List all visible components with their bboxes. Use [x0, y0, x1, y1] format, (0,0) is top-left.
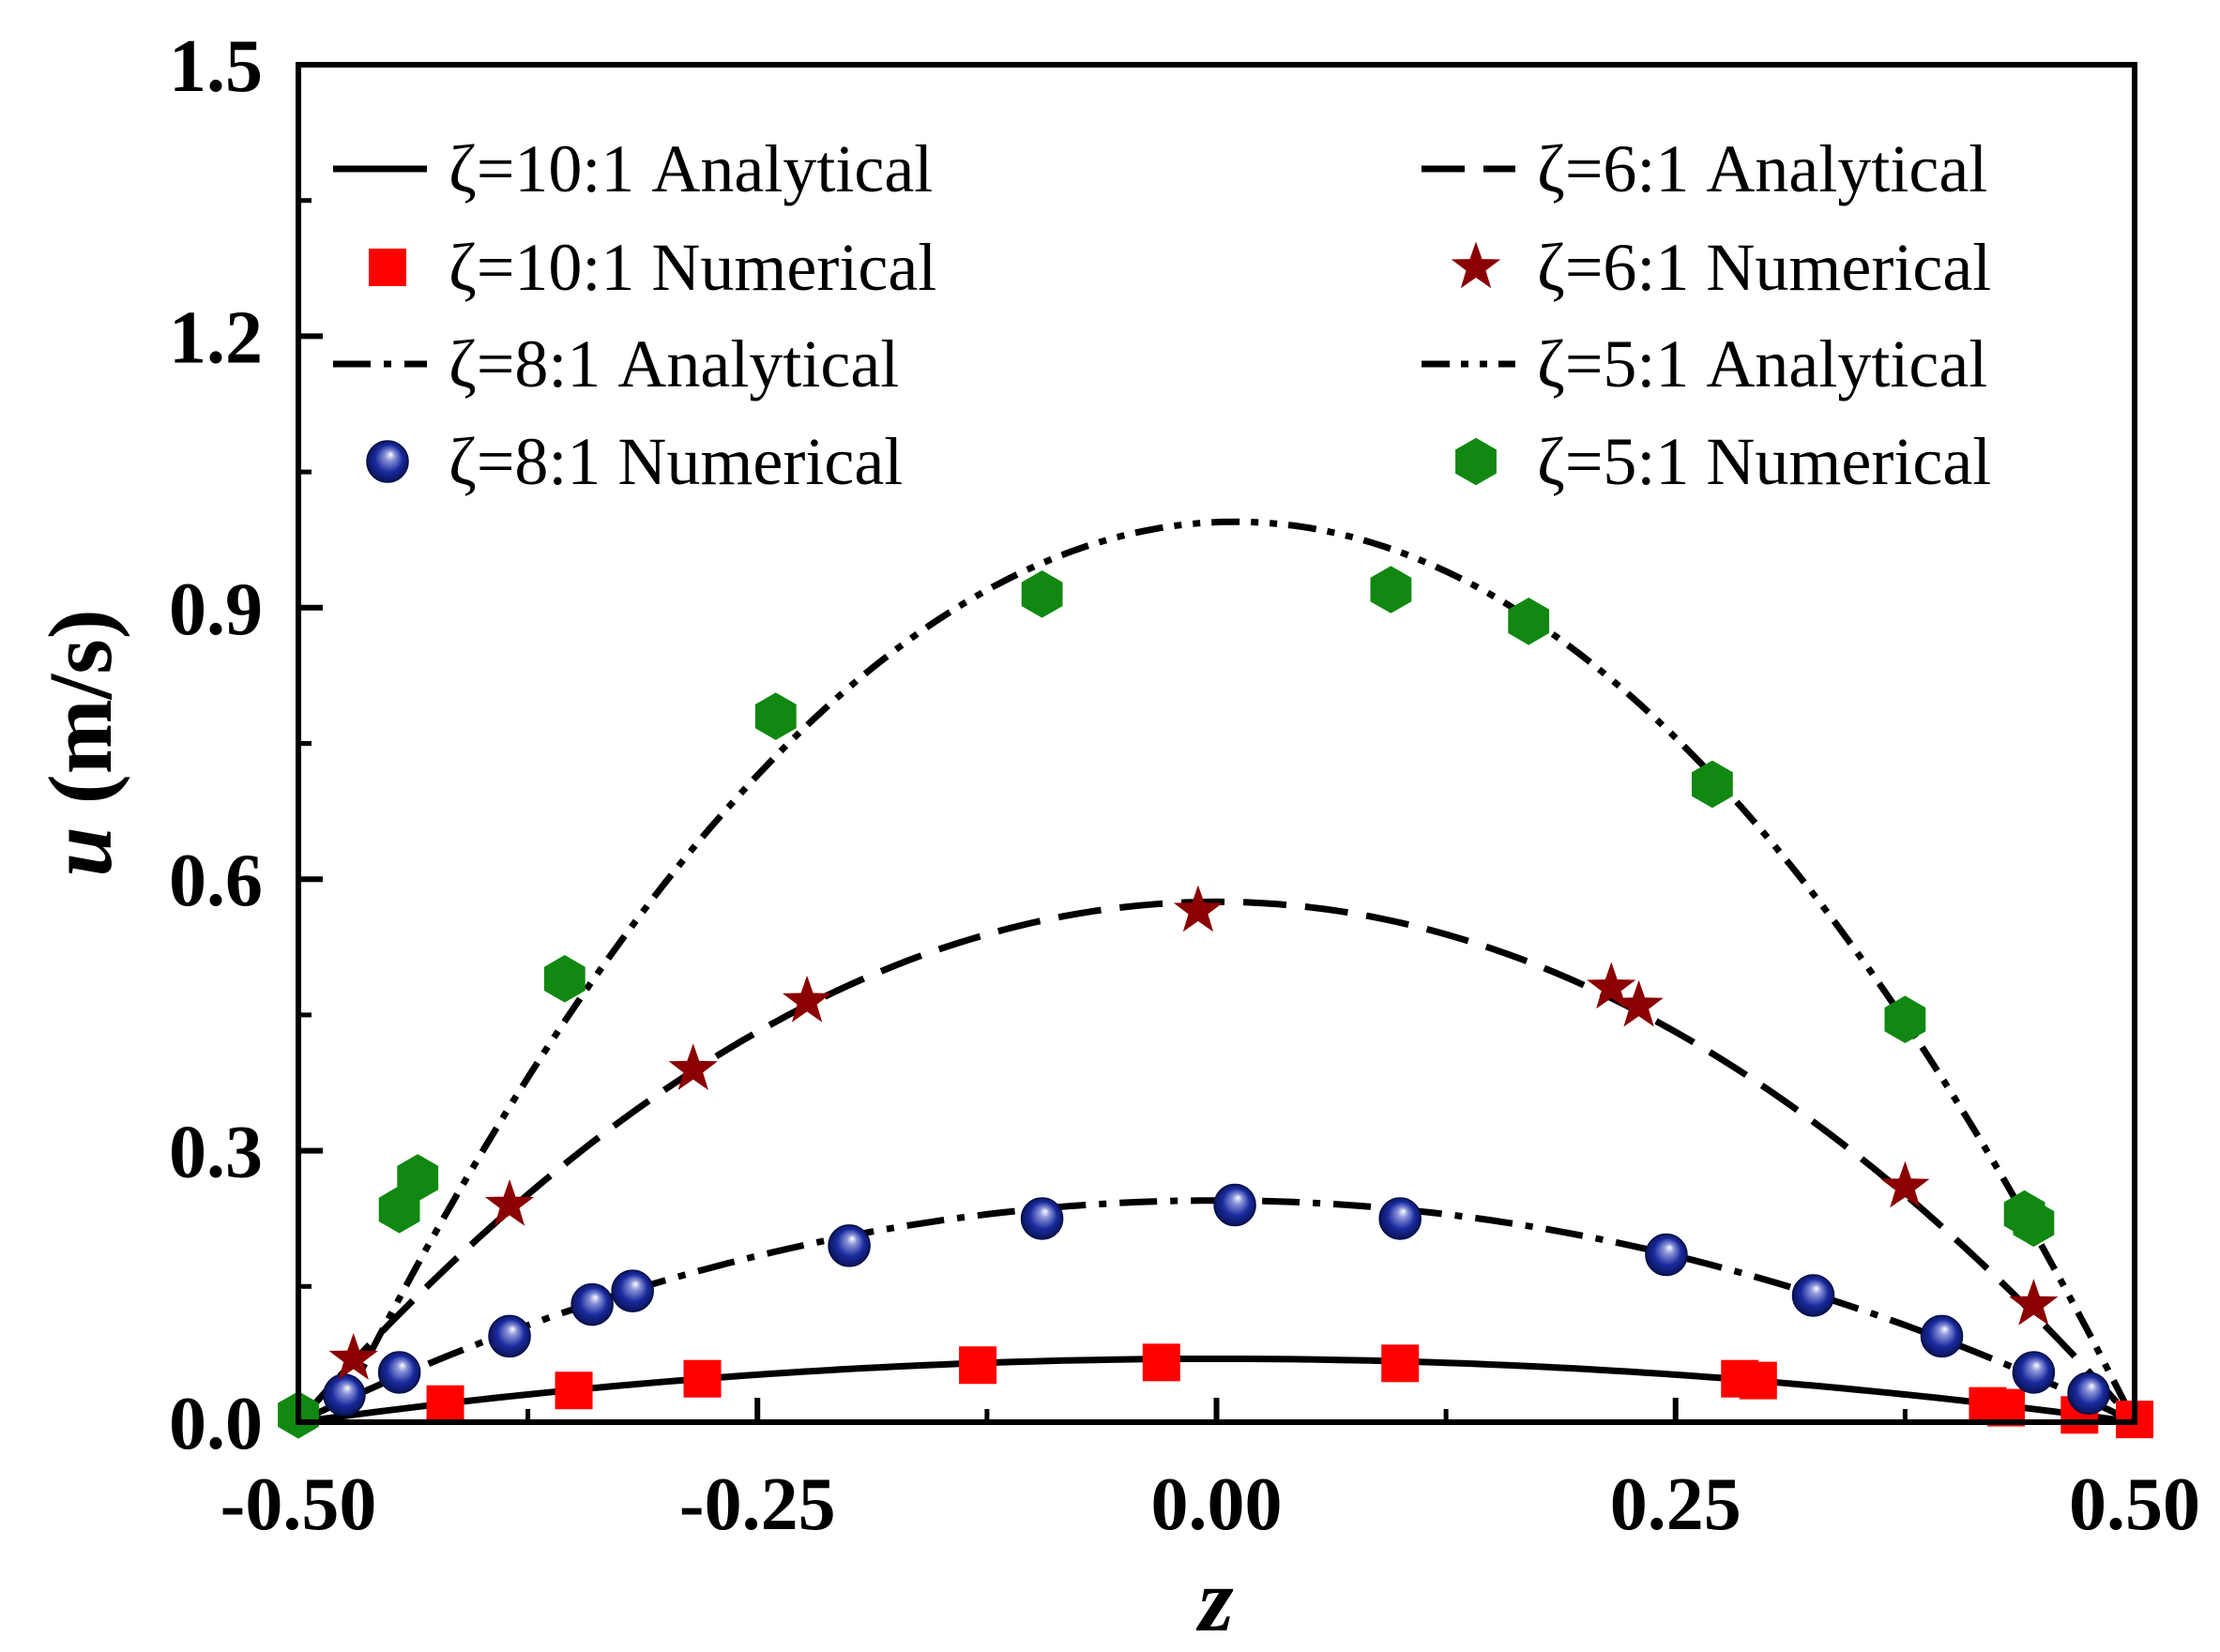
- legend: ζ=10:1 Analytical ζ=10:1 Numerical ζ=8:1 A…: [333, 131, 1991, 499]
- legend-label: ζ=10:1 Analytical: [449, 131, 933, 206]
- data-point: [611, 1269, 654, 1312]
- data-point: [1020, 1197, 1064, 1240]
- data-point: [683, 1359, 722, 1398]
- data-point: [397, 1154, 439, 1202]
- data-point: [1370, 566, 1412, 614]
- legend-label: ζ=5:1 Analytical: [1537, 326, 1987, 402]
- markers--10-1-numerical: [426, 1343, 2153, 1439]
- data-point: [1142, 1343, 1180, 1382]
- legend-entry: ζ=8:1 Numerical: [366, 424, 903, 499]
- markers--8-1-numerical: [323, 1183, 2110, 1417]
- curve--6-1-analytical: [296, 898, 2137, 1425]
- data-point: [484, 1179, 535, 1226]
- y-tick-label: 0.0: [169, 1383, 263, 1465]
- x-tick-label: 0.25: [1610, 1463, 1741, 1546]
- y-tick-label: 1.5: [169, 25, 263, 108]
- data-point: [1884, 995, 1926, 1043]
- legend-label: ζ=6:1 Numerical: [1537, 230, 1991, 305]
- data-point: [1880, 1160, 1930, 1208]
- data-point: [1614, 979, 1664, 1027]
- legend-entry: ζ=10:1 Numerical: [369, 230, 936, 305]
- data-point: [570, 1282, 614, 1326]
- data-point: [1381, 1344, 1420, 1383]
- y-tick-label: 0.9: [169, 568, 263, 651]
- data-point: [1378, 1197, 1422, 1240]
- legend-label: ζ=8:1 Analytical: [449, 326, 899, 402]
- data-point: [1173, 885, 1224, 932]
- data-point: [1508, 598, 1550, 645]
- data-point: [1692, 760, 1733, 809]
- legend-marker-sample: [366, 440, 409, 483]
- x-axis-title: z: [1195, 1550, 1233, 1650]
- data-point: [2012, 1351, 2056, 1394]
- data-point: [782, 975, 832, 1023]
- svg-text:u (m/s): u (m/s): [30, 609, 130, 876]
- legend-marker-sample: [1451, 241, 1501, 289]
- y-axis-title-var: u: [30, 826, 130, 876]
- legend-label: ζ=6:1 Analytical: [1537, 131, 1987, 206]
- y-tick-label: 1.2: [169, 296, 263, 379]
- data-point: [328, 1333, 378, 1380]
- y-tick-label: 0.6: [169, 840, 263, 922]
- legend-entry: ζ=8:1 Analytical: [333, 326, 899, 402]
- data-point: [543, 955, 585, 1003]
- legend-label: ζ=8:1 Numerical: [449, 424, 903, 499]
- curve--5-1-analytical: [331, 518, 2138, 1424]
- legend-entry: ζ=5:1 Analytical: [1422, 326, 1987, 402]
- x-tick-label: -0.50: [220, 1463, 377, 1546]
- data-point: [1213, 1183, 1256, 1227]
- legend-marker-sample: [369, 249, 406, 286]
- data-point: [959, 1346, 997, 1385]
- data-point: [555, 1372, 593, 1410]
- y-axis-title: u (m/s): [30, 609, 130, 876]
- y-tick-label: 0.3: [169, 1112, 263, 1194]
- axis-ticks: -0.50 -0.25 0.00 0.25 0.50 0.0 0.3 0.6 0.9 1.2 1.5: [169, 25, 2200, 1546]
- data-point: [1587, 962, 1636, 1009]
- data-point: [1645, 1233, 1688, 1277]
- y-axis-title-space: [30, 804, 130, 826]
- legend-entry: ζ=6:1 Numerical: [1451, 230, 1991, 305]
- plot-area: [278, 518, 2153, 1439]
- data-point: [1739, 1361, 1777, 1400]
- x-tick-label: -0.25: [679, 1463, 836, 1546]
- data-point: [2013, 1199, 2055, 1248]
- data-point: [378, 1186, 420, 1234]
- data-point: [1791, 1274, 1835, 1317]
- data-point: [2009, 1279, 2059, 1326]
- data-point: [2067, 1372, 2110, 1415]
- curve--10-1-analytical: [297, 1356, 2136, 1426]
- legend-marker-sample: [1455, 437, 1497, 486]
- data-point: [1021, 570, 1063, 618]
- data-point: [488, 1314, 531, 1358]
- data-point: [754, 692, 797, 740]
- legend-entry: ζ=6:1 Analytical: [1422, 131, 1987, 206]
- legend-label: ζ=5:1 Numerical: [1537, 424, 1991, 499]
- data-point: [1920, 1314, 1964, 1358]
- data-point: [323, 1373, 366, 1417]
- data-point: [828, 1224, 871, 1267]
- y-axis-title-unit: (m/s): [30, 609, 130, 804]
- markers--6-1-numerical: [328, 885, 2059, 1380]
- x-tick-label: 0.50: [2069, 1463, 2200, 1546]
- data-point: [377, 1351, 421, 1394]
- data-point: [668, 1043, 718, 1090]
- legend-entry: ζ=10:1 Analytical: [333, 131, 933, 206]
- x-tick-label: 0.00: [1151, 1463, 1283, 1546]
- data-point: [426, 1385, 464, 1423]
- legend-label: ζ=10:1 Numerical: [449, 230, 936, 305]
- legend-entry: ζ=5:1 Numerical: [1455, 424, 1991, 499]
- markers--5-1-numerical: [278, 566, 2055, 1439]
